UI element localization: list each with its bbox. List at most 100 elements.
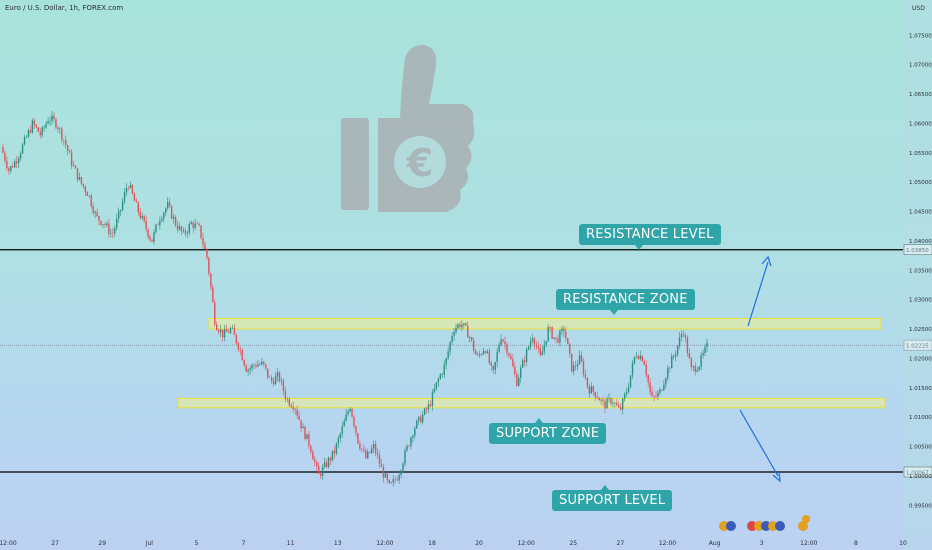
candle bbox=[618, 405, 620, 408]
candle bbox=[17, 158, 20, 164]
x-tick-label: 13 bbox=[334, 540, 342, 547]
x-tick-label: 5 bbox=[195, 540, 199, 547]
candle bbox=[170, 206, 173, 219]
candle bbox=[639, 355, 642, 360]
candle bbox=[121, 201, 124, 210]
candle bbox=[312, 451, 314, 460]
candle bbox=[359, 443, 361, 449]
candle bbox=[304, 426, 306, 440]
candle bbox=[219, 329, 222, 333]
candle bbox=[457, 324, 459, 328]
support-zone bbox=[177, 397, 886, 409]
candle bbox=[572, 365, 575, 372]
candle bbox=[65, 140, 67, 146]
candle bbox=[296, 409, 298, 416]
candle bbox=[423, 408, 426, 415]
resistance-level-label: RESISTANCE LEVEL bbox=[579, 224, 721, 250]
candle bbox=[535, 345, 538, 347]
candle bbox=[231, 327, 234, 329]
candle bbox=[659, 389, 661, 393]
candle bbox=[135, 200, 138, 203]
candle bbox=[92, 206, 94, 214]
candle bbox=[72, 165, 75, 167]
candle bbox=[498, 344, 500, 352]
event-icons bbox=[719, 515, 810, 531]
candle bbox=[223, 329, 226, 338]
candle bbox=[384, 473, 387, 478]
candle bbox=[429, 404, 432, 406]
candle bbox=[147, 229, 149, 237]
candle bbox=[63, 139, 65, 141]
candle bbox=[372, 444, 375, 449]
candle bbox=[188, 224, 190, 233]
event-icon bbox=[726, 521, 736, 531]
candle bbox=[445, 358, 447, 365]
candle bbox=[404, 450, 406, 464]
candle bbox=[94, 212, 96, 214]
candle bbox=[492, 365, 494, 370]
candle bbox=[114, 227, 116, 234]
candle bbox=[665, 378, 667, 385]
candle bbox=[180, 226, 183, 232]
candle bbox=[621, 398, 624, 410]
candle bbox=[684, 334, 687, 338]
price-axis[interactable] bbox=[903, 0, 932, 550]
candle bbox=[102, 224, 104, 225]
candle bbox=[453, 332, 455, 336]
candle bbox=[341, 426, 343, 434]
candle bbox=[243, 360, 245, 366]
candle bbox=[486, 351, 489, 353]
candle bbox=[567, 337, 569, 345]
candle bbox=[318, 465, 320, 474]
candle bbox=[388, 479, 391, 483]
candle bbox=[288, 399, 291, 406]
candle bbox=[463, 323, 465, 325]
candle bbox=[310, 445, 312, 452]
candle bbox=[586, 377, 589, 387]
candle bbox=[494, 362, 496, 370]
candle bbox=[543, 344, 545, 352]
candle bbox=[649, 382, 651, 392]
candle bbox=[382, 467, 385, 478]
y-tick-label: 1.02500 bbox=[909, 327, 932, 333]
candle bbox=[327, 458, 330, 467]
candle bbox=[204, 244, 206, 249]
candle bbox=[35, 124, 38, 128]
y-tick-label: 0.99500 bbox=[909, 503, 932, 509]
candle bbox=[610, 398, 612, 404]
candle bbox=[545, 341, 547, 345]
candle bbox=[21, 144, 24, 154]
candle bbox=[645, 364, 647, 376]
candle bbox=[527, 346, 530, 350]
event-icon bbox=[802, 515, 810, 523]
candle bbox=[323, 462, 326, 468]
candle bbox=[414, 428, 416, 436]
candle bbox=[227, 331, 230, 333]
candle bbox=[576, 364, 579, 367]
candle bbox=[357, 433, 359, 444]
candle bbox=[272, 381, 275, 385]
time-axis[interactable] bbox=[0, 532, 932, 550]
candle bbox=[386, 473, 389, 480]
candle bbox=[68, 150, 71, 153]
symbol-title: Euro / U.S. Dollar, 1h, FOREX.com bbox=[5, 4, 124, 12]
candle bbox=[4, 152, 6, 161]
candle bbox=[343, 420, 345, 427]
candle bbox=[96, 212, 98, 217]
candle bbox=[172, 216, 175, 219]
candle bbox=[247, 370, 249, 372]
candle bbox=[541, 351, 543, 356]
candle bbox=[425, 408, 428, 410]
candle bbox=[561, 328, 563, 331]
candle bbox=[129, 184, 132, 188]
candle bbox=[298, 415, 300, 420]
candle bbox=[282, 380, 285, 391]
candle bbox=[186, 232, 189, 234]
y-tick-label: 1.04000 bbox=[909, 239, 932, 245]
candle bbox=[623, 394, 626, 399]
candle bbox=[255, 365, 257, 367]
candle bbox=[229, 328, 232, 333]
candle bbox=[59, 128, 61, 130]
candle bbox=[592, 386, 594, 393]
